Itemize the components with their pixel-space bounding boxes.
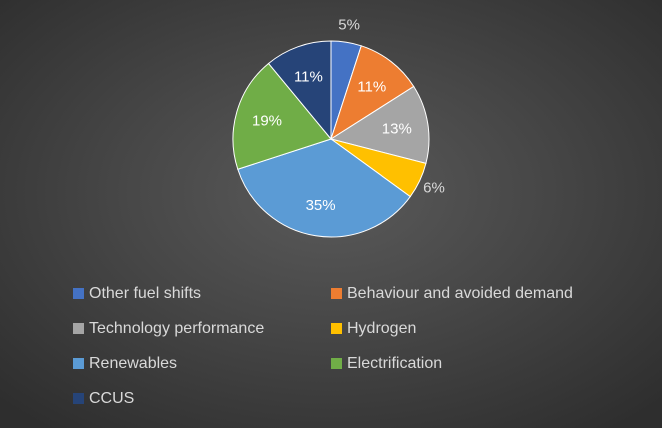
legend-swatch — [331, 288, 342, 299]
legend-item: Other fuel shifts — [73, 283, 331, 304]
legend-label: CCUS — [89, 389, 135, 407]
pie-slice — [237, 138, 411, 238]
legend-swatch — [73, 323, 84, 334]
legend-item: Behaviour and avoided demand — [331, 283, 631, 304]
legend-label: Other fuel shifts — [89, 284, 202, 302]
slice-data-label: 13% — [382, 121, 412, 138]
chart-legend: Other fuel shifts Behaviour and avoided d… — [73, 283, 633, 409]
slice-data-label: 11% — [357, 78, 386, 95]
legend-item: Technology performance — [73, 318, 331, 339]
legend-label: Electrification — [347, 354, 443, 372]
legend-item: Renewables — [73, 353, 331, 374]
slice-data-label: 19% — [252, 112, 282, 129]
legend-item: Electrification — [331, 353, 631, 374]
pie-slice — [329, 85, 430, 164]
legend-swatch — [73, 393, 84, 404]
legend-swatch — [73, 288, 84, 299]
slice-data-label: 11% — [294, 68, 323, 85]
slice-data-label: 5% — [338, 17, 360, 34]
pie-slice — [267, 40, 332, 141]
legend-label: Hydrogen — [347, 319, 417, 337]
legend-label: Renewables — [89, 354, 178, 372]
legend-label: Behaviour and avoided demand — [347, 284, 573, 302]
pie-slice — [232, 62, 332, 170]
legend-label: Technology performance — [89, 319, 265, 337]
legend-item: CCUS — [73, 388, 331, 409]
legend-swatch — [331, 323, 342, 334]
legend-item: Hydrogen — [331, 318, 631, 339]
legend-swatch — [331, 358, 342, 369]
legend-swatch — [73, 358, 84, 369]
slice-data-label: 6% — [423, 180, 445, 197]
pie-slice — [330, 45, 415, 141]
slice-data-label: 35% — [306, 197, 336, 214]
